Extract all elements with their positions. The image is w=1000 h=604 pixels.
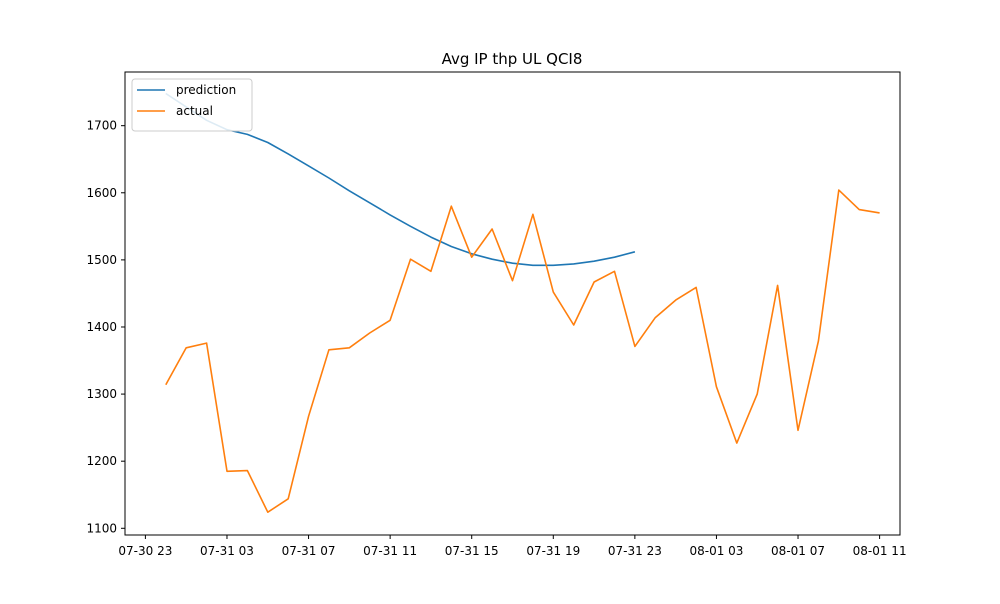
series-layer xyxy=(165,92,880,514)
y-axis: 1100 1200 1300 1400 1500 1600 1700 xyxy=(86,119,125,535)
x-tick-label: 08-01 03 xyxy=(689,544,743,558)
y-tick-label: 1500 xyxy=(86,253,117,267)
x-tick-label: 07-31 03 xyxy=(200,544,254,558)
x-tick-label: 07-31 11 xyxy=(363,544,417,558)
x-tick-label: 07-31 23 xyxy=(608,544,662,558)
x-axis: 07-30 23 07-31 03 07-31 07 07-31 11 07-31 15… xyxy=(118,535,907,558)
series-line-actual xyxy=(165,189,880,514)
y-tick-label: 1200 xyxy=(86,454,117,468)
x-tick-label: 08-01 07 xyxy=(771,544,825,558)
x-tick-label: 08-01 11 xyxy=(853,544,907,558)
y-tick-label: 1400 xyxy=(86,320,117,334)
legend: prediction actual xyxy=(131,78,253,132)
y-tick-label: 1300 xyxy=(86,387,117,401)
plot-frame xyxy=(124,71,901,536)
legend-box xyxy=(131,78,253,132)
y-tick-label: 1600 xyxy=(86,186,117,200)
x-tick-label: 07-30 23 xyxy=(118,544,172,558)
legend-label-prediction: prediction xyxy=(176,83,236,97)
y-tick-label: 1700 xyxy=(86,119,117,133)
x-tick-label: 07-31 15 xyxy=(445,544,499,558)
x-tick-label: 07-31 19 xyxy=(526,544,580,558)
series-line-prediction xyxy=(165,92,636,267)
legend-label-actual: actual xyxy=(176,104,213,118)
y-tick-label: 1100 xyxy=(86,521,117,535)
chart-title: Avg IP thp UL QCI8 xyxy=(442,50,583,68)
x-tick-label: 07-31 07 xyxy=(282,544,336,558)
